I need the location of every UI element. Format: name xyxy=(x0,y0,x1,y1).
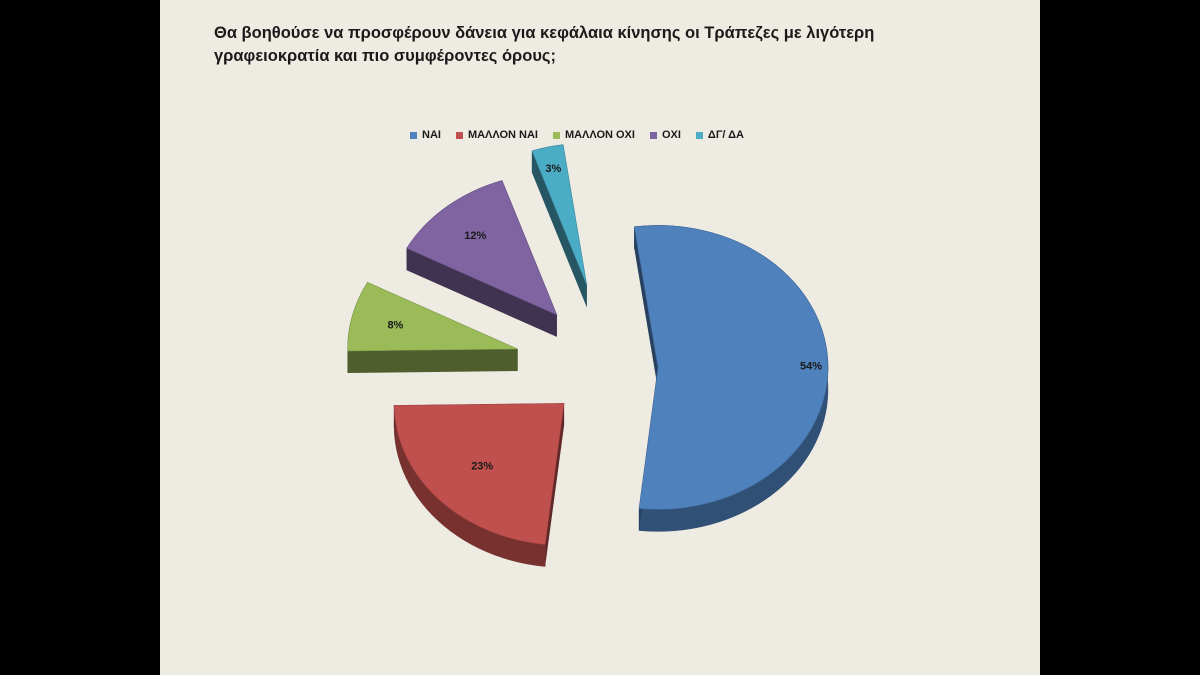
pie-slice xyxy=(347,281,518,352)
pie-slice xyxy=(531,144,588,286)
legend-item-mallon-nai: ΜΑΛΛΟΝ ΝΑΙ xyxy=(455,129,538,141)
legend-swatch xyxy=(410,131,417,139)
legend-label: ΝΑΙ xyxy=(422,129,441,141)
data-label: 12% xyxy=(464,230,486,242)
slide: Θα βοηθούσε να προσφέρουν δάνεια για κεφ… xyxy=(160,0,1040,675)
data-label: 8% xyxy=(387,319,403,331)
title-line-1: Θα βοηθούσε να προσφέρουν δάνεια για κεφ… xyxy=(214,24,875,42)
title-line-2: γραφειοκρατία και πιο συμφέροντες όρους; xyxy=(214,47,556,65)
legend-swatch xyxy=(695,131,703,139)
legend-label: ΔΓ/ ΔΑ xyxy=(707,129,744,141)
data-label: 54% xyxy=(800,361,822,373)
pie-slice xyxy=(393,403,565,545)
chart-legend: ΝΑΙ ΜΑΛΛΟΝ ΝΑΙ ΜΑΛΛΟΝ ΟΧΙ ΟΧΙ ΔΓ/ ΔΑ xyxy=(410,127,870,143)
legend-swatch xyxy=(552,131,560,139)
pie-chart: 54% 23% 8% 12% 3% xyxy=(347,144,829,567)
chart-title: Θα βοηθούσε να προσφέρουν δάνεια για κεφ… xyxy=(214,22,994,68)
legend-label: ΜΑΛΛΟΝ ΟΧΙ xyxy=(564,129,635,141)
pie-slice xyxy=(406,180,558,316)
legend-item-nai: ΝΑΙ xyxy=(410,129,441,141)
legend-item-dg-da: ΔΓ/ ΔΑ xyxy=(695,129,744,141)
pie-slice xyxy=(633,225,829,510)
data-label: 3% xyxy=(545,163,561,175)
data-label: 23% xyxy=(471,460,493,472)
legend-label: ΟΧΙ xyxy=(661,129,681,141)
legend-label: ΜΑΛΛΟΝ ΝΑΙ xyxy=(467,129,538,141)
legend-swatch xyxy=(649,131,657,139)
legend-item-oxi: ΟΧΙ xyxy=(649,129,681,141)
legend-item-mallon-oxi: ΜΑΛΛΟΝ ΟΧΙ xyxy=(552,129,635,141)
legend-swatch xyxy=(455,131,463,139)
